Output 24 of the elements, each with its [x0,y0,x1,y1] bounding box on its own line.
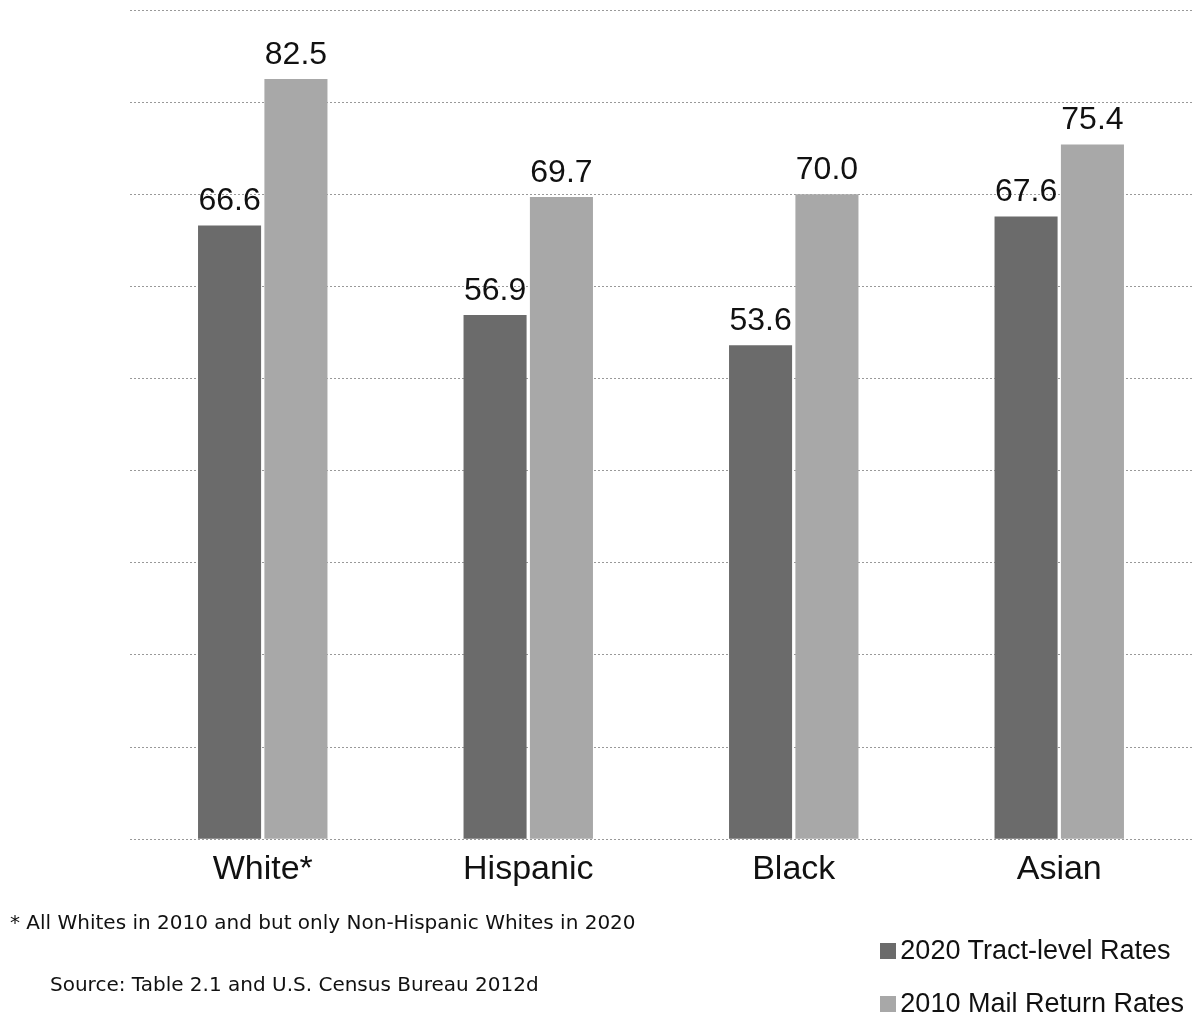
data-label: 82.5 [264,34,328,71]
data-label: 75.4 [1061,100,1124,137]
data-label: 53.6 [729,301,792,338]
bar [264,79,328,839]
bar [463,314,527,839]
x-tick-label: Black [752,847,837,886]
legend-label: 2020 Tract-level Rates [900,935,1171,966]
text: * All Whites in 2010 and but only Non-Hispanic Whites in 2020 [10,910,636,934]
data-label: 66.6 [198,181,261,218]
bar [198,225,262,839]
bar [729,345,793,839]
data-label: 67.6 [994,172,1058,209]
x-tick-label: Asian [1016,847,1102,886]
source-note: Source: Table 2.1 and U.S. Census Bureau 2012d [50,972,540,996]
x-tick-label: White* [212,847,313,886]
data-label: 56.9 [463,270,527,307]
bar [994,216,1058,839]
bar [1060,144,1124,839]
x-tick-label: Hispanic [463,847,594,886]
legend-label: 2010 Mail Return Rates [900,988,1184,1019]
data-label: 70.0 [795,150,859,187]
data-label: 69.7 [530,152,593,189]
bar [795,194,859,839]
bar [529,197,593,839]
